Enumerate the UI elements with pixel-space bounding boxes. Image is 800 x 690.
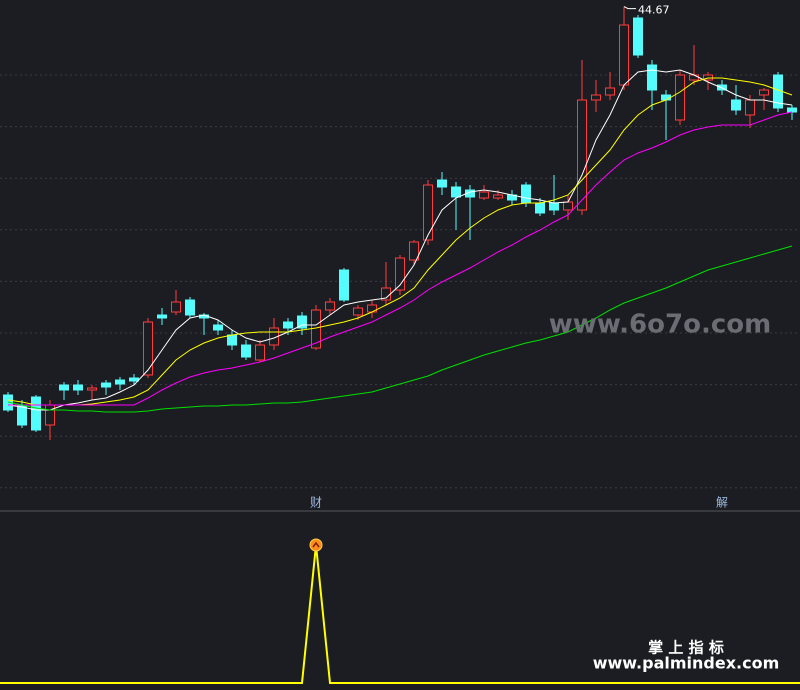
candle-body <box>59 384 69 391</box>
watermark-brand: 掌 上 指 标 <box>648 639 724 657</box>
candle-body <box>563 201 573 211</box>
moving-average-line <box>8 111 793 406</box>
indicator-line <box>8 544 792 684</box>
candle-body <box>605 87 615 96</box>
candle-body <box>787 107 797 113</box>
candle-body <box>297 315 307 329</box>
candle-body <box>423 184 433 241</box>
signal-marker <box>309 538 323 552</box>
candle-body <box>45 404 55 426</box>
event-label: 财 <box>310 496 322 510</box>
candle-body <box>339 269 349 301</box>
candle-body <box>535 202 545 214</box>
candle-body <box>689 74 699 81</box>
candle-body <box>143 321 153 376</box>
candle-body <box>395 257 405 291</box>
candle-body <box>31 396 41 431</box>
candle-body <box>213 324 223 331</box>
annotation-label: 44.67 <box>638 4 670 17</box>
candle-body <box>577 99 587 211</box>
annotation-leader <box>623 6 636 10</box>
candle-body <box>87 387 97 391</box>
candle-body <box>185 299 195 316</box>
candle-body <box>619 24 629 86</box>
candle-body <box>479 191 489 199</box>
candle-body <box>437 179 447 188</box>
moving-average-line <box>7 245 793 413</box>
candle-body <box>633 17 643 56</box>
candle-body <box>171 301 181 313</box>
candle-body <box>353 307 363 316</box>
candle-body <box>227 334 237 346</box>
moving-average-line <box>7 77 793 406</box>
candle-body <box>549 202 559 211</box>
candle-body <box>675 74 685 121</box>
candle-body <box>255 344 265 361</box>
watermark-url: www.palmindex.com <box>593 654 780 673</box>
candle-body <box>73 384 83 391</box>
candle-body <box>591 94 601 101</box>
signal-chevron <box>312 541 320 548</box>
candle-body <box>311 309 321 349</box>
moving-average-line <box>7 69 793 411</box>
candle-body <box>493 194 503 199</box>
candle-body <box>521 184 531 204</box>
candle-body <box>283 321 293 329</box>
candle-body <box>101 382 111 388</box>
candle-body <box>731 99 741 111</box>
candle-body <box>325 301 335 311</box>
watermark-site: www.6o7o.com <box>549 310 771 340</box>
candle-body <box>759 89 769 96</box>
candle-body <box>129 377 139 382</box>
candle-body <box>115 379 125 385</box>
event-label: 解 <box>716 496 728 510</box>
candle-body <box>647 64 657 91</box>
candle-body <box>409 241 419 261</box>
candle-body <box>661 94 671 101</box>
candle-body <box>157 314 167 319</box>
candle-body <box>745 99 755 116</box>
candle-body <box>451 186 461 198</box>
candle-body <box>241 344 251 358</box>
